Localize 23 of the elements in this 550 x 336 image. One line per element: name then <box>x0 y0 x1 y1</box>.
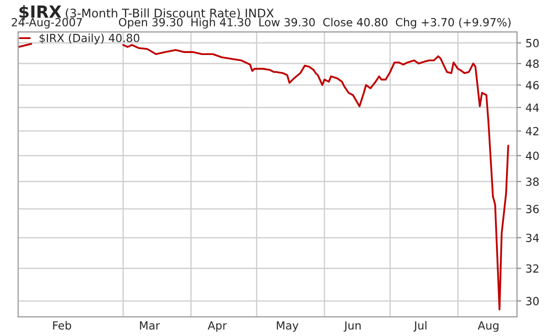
x-tick-label: May <box>276 321 298 332</box>
y-tick-label: 42 <box>526 126 538 136</box>
y-tick-label: 34 <box>526 234 539 242</box>
chart-title: $IRX <box>19 5 62 20</box>
text: 24-Aug-2007 <box>12 18 82 29</box>
y-tick-label: 32 <box>526 264 538 273</box>
x-tick-label: Mar <box>140 321 160 330</box>
chart-subtitle: (3-Month T-Bill Discount Rate) INDX <box>66 8 274 19</box>
x-tick-label: Jun <box>344 321 361 332</box>
y-tick-label: 48 <box>526 60 539 68</box>
x-tick-label: Aug <box>478 321 498 332</box>
y-tick-label: 46 <box>526 81 539 90</box>
y-tick-label: 30 <box>526 296 539 306</box>
y-tick-label: 44 <box>526 104 539 112</box>
y-tick-label: 50 <box>526 38 539 48</box>
x-tick-label: Jul <box>413 321 426 332</box>
legend-label: $IRX (Daily) 40.80 <box>40 34 140 44</box>
x-tick-label: Apr <box>208 321 227 332</box>
y-tick-label: 40 <box>526 152 539 160</box>
x-tick-label: Feb <box>53 321 72 330</box>
text: Open 39.30 High 41.30 Low 39.30 Close 40.80 Chg +3.70 (+9.97%) <box>118 18 511 29</box>
y-tick-label: 38 <box>526 178 539 186</box>
y-tick-label: 36 <box>526 204 539 214</box>
